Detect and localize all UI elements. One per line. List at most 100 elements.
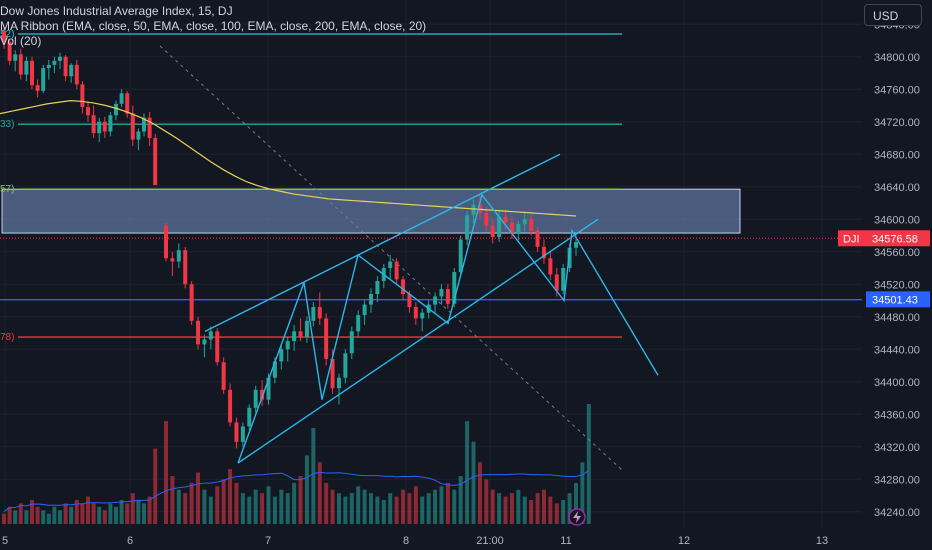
volume-bar-58 [356, 486, 361, 524]
volume-bar-14 [80, 503, 85, 524]
candle-body-43 [260, 389, 265, 400]
candle-body-3 [18, 54, 23, 75]
symbol-title[interactable]: Dow Jones Industrial Average Index, 15, … [0, 4, 233, 18]
crosshair-tag: 34501.43 [872, 294, 918, 306]
volume-bar-88 [548, 496, 553, 524]
horizontal-levels: 52) 33) 57) 78) [0, 29, 862, 343]
price-tick-13: 34320.00 [874, 442, 920, 454]
price-axis[interactable]: 34840.0034800.0034760.0034720.0034680.00… [862, 0, 932, 550]
volume-bar-63 [388, 493, 393, 524]
candle-body-48 [292, 331, 297, 342]
time-tick-6: 12 [678, 535, 690, 547]
candle-body-75 [465, 215, 470, 240]
volume-bar-74 [458, 476, 463, 524]
wedge-lower [237, 218, 599, 464]
candle-body-67 [413, 307, 418, 319]
candle-body-85 [529, 219, 534, 231]
volume-bar-93 [580, 462, 585, 524]
candle-body-14 [80, 84, 85, 108]
candle-body-66 [407, 294, 412, 307]
volume-bar-17 [97, 506, 102, 524]
candle-body-10 [58, 56, 62, 61]
volume-bars [2, 404, 591, 524]
volume-bar-6 [35, 506, 40, 524]
alert-icon[interactable] [568, 508, 586, 526]
candle-body-31 [183, 250, 188, 285]
volume-bar-40 [240, 493, 245, 524]
volume-bar-21 [119, 500, 124, 524]
volume-bar-37 [221, 479, 226, 524]
volume-bar-0 [2, 513, 6, 524]
candle-body-59 [362, 304, 367, 316]
volume-bar-78 [484, 479, 489, 524]
drawings [204, 153, 659, 464]
price-tick-7: 34560.00 [874, 247, 920, 259]
volume-bar-31 [183, 493, 188, 524]
volume-bar-51 [311, 428, 316, 524]
candle-body-58 [356, 315, 361, 332]
candle-body-68 [420, 312, 425, 319]
price-tick-10: 34440.00 [874, 344, 920, 356]
volume-bar-4 [24, 510, 29, 524]
volume-bar-48 [292, 482, 297, 524]
candle-body-9 [52, 60, 57, 65]
candle-body-13 [74, 64, 79, 85]
ema-line [0, 100, 577, 217]
volume-bar-5 [30, 500, 34, 524]
candle-body-5 [30, 60, 34, 86]
volume-legend[interactable]: Vol (20) [0, 34, 42, 48]
candle-body-79 [490, 225, 495, 238]
volume-bar-29 [170, 476, 175, 524]
volume-bar-35 [208, 496, 213, 524]
candle-body-92 [574, 242, 578, 248]
volume-bar-59 [362, 489, 367, 524]
time-axis[interactable]: 5 6 7 8 21:00 11 12 13 [0, 528, 932, 550]
price-tick-3: 34720.00 [874, 117, 920, 129]
volume-bar-76 [471, 441, 476, 524]
currency-button[interactable]: USD [864, 4, 922, 26]
volume-bar-11 [63, 503, 68, 524]
volume-bar-71 [439, 486, 444, 524]
time-tick-4: 21:00 [476, 535, 504, 547]
volume-bar-41 [247, 496, 252, 524]
volume-bar-18 [102, 510, 107, 524]
chart-legend: Dow Jones Industrial Average Index, 15, … [0, 4, 426, 49]
volume-bar-46 [279, 489, 284, 524]
candle-body-28 [164, 225, 168, 259]
volume-bar-54 [330, 489, 335, 524]
volume-bar-15 [86, 496, 90, 524]
candle-body-77 [477, 204, 482, 213]
candle-body-74 [458, 239, 463, 273]
candle-body-40 [240, 426, 245, 442]
volume-bar-79 [490, 489, 495, 524]
candle-body-21 [119, 93, 124, 104]
candle-body-4 [24, 60, 29, 75]
candle-body-52 [317, 307, 322, 319]
candle-body-54 [330, 359, 335, 389]
candle-body-90 [561, 268, 566, 291]
volume-bar-13 [74, 500, 79, 524]
candle-body-23 [130, 113, 135, 140]
price-tick-2: 34760.00 [874, 84, 920, 96]
symbol-tag-bg [838, 230, 866, 247]
candle-body-8 [46, 64, 51, 69]
ma-ribbon-legend[interactable]: MA Ribbon (EMA, close, 50, EMA, close, 1… [0, 19, 427, 33]
candle-body-73 [452, 272, 457, 304]
volume-bar-55 [336, 493, 341, 524]
volume-bar-57 [349, 493, 354, 524]
volume-bar-86 [535, 493, 540, 524]
price-axis-bg [862, 0, 932, 550]
candle-body-78 [484, 212, 489, 226]
price-tick-14: 34280.00 [874, 474, 920, 486]
volume-bar-45 [272, 496, 277, 524]
volume-bar-27 [153, 448, 158, 524]
volume-bar-10 [58, 510, 62, 524]
candle-body-1 [7, 42, 12, 61]
candle-body-30 [176, 250, 181, 262]
candle-body-20 [114, 103, 118, 116]
volume-bar-72 [445, 482, 450, 524]
volume-bar-1 [7, 506, 12, 524]
candle-body-15 [86, 107, 90, 116]
candle-body-84 [522, 219, 527, 225]
